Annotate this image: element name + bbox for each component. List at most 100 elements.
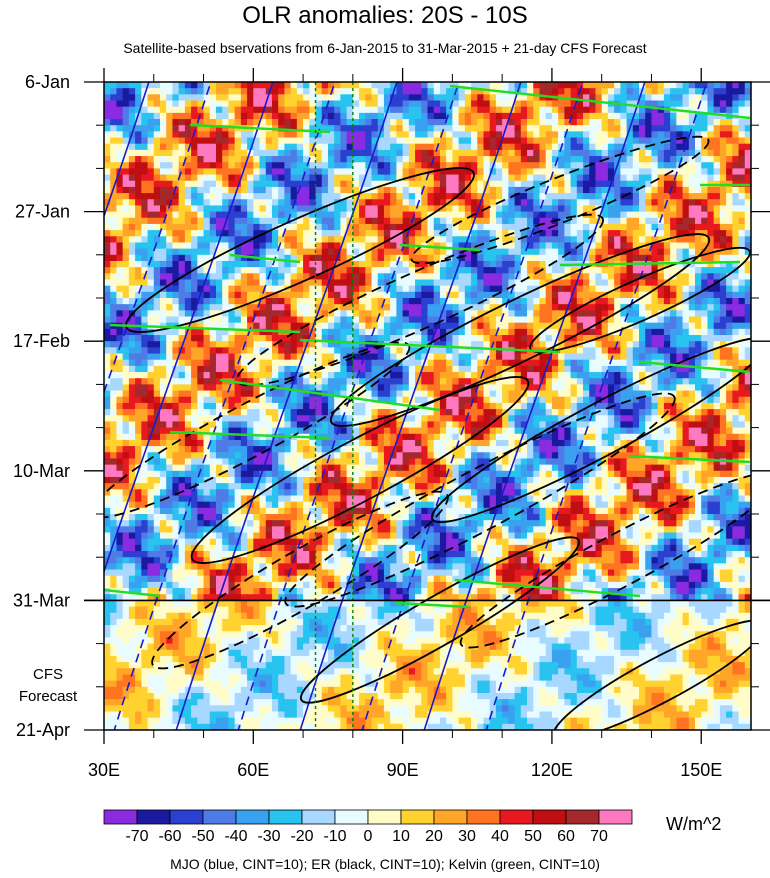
olr-cell (402, 316, 410, 324)
olr-cell (645, 186, 653, 194)
olr-cell (104, 211, 111, 219)
olr-cell (222, 174, 230, 182)
olr-cell (514, 137, 522, 145)
olr-cell (707, 304, 715, 311)
olr-cell (471, 254, 478, 262)
olr-cell (159, 242, 167, 250)
olr-cell (676, 335, 684, 342)
olr-cell (141, 285, 149, 293)
olr-cell (153, 199, 161, 207)
olr-cell (595, 137, 603, 145)
olr-cell (315, 106, 323, 114)
olr-cell (259, 279, 267, 287)
olr-cell (471, 310, 478, 318)
olr-cell (290, 267, 298, 274)
olr-cell (352, 298, 360, 305)
olr-cell (520, 106, 528, 114)
olr-cell (408, 291, 416, 299)
olr-cell (607, 119, 615, 126)
olr-cell (377, 88, 385, 95)
olr-cell (676, 168, 684, 176)
olr-cell (166, 199, 174, 207)
olr-cell (247, 112, 254, 120)
olr-cell (203, 199, 211, 207)
olr-cell (421, 236, 429, 244)
olr-cell (726, 149, 733, 157)
olr-cell (446, 94, 453, 102)
olr-cell (551, 211, 559, 219)
olr-cell (695, 217, 702, 225)
olr-cell (682, 341, 690, 348)
olr-cell (489, 193, 497, 200)
olr-cell (508, 310, 516, 318)
olr-cell (271, 106, 279, 114)
olr-cell (402, 285, 410, 293)
olr-cell (321, 260, 329, 268)
olr-cell (458, 230, 466, 237)
olr-cell (533, 162, 541, 169)
olr-cell (707, 341, 715, 348)
olr-cell (327, 254, 335, 262)
olr-cell (153, 112, 161, 120)
olr-cell (303, 100, 310, 108)
olr-cell (645, 254, 653, 262)
olr-cell (365, 119, 373, 126)
olr-cell (726, 359, 733, 367)
olr-cell (477, 211, 485, 219)
olr-cell (607, 106, 615, 114)
olr-cell (632, 236, 640, 244)
olr-cell (695, 328, 702, 336)
olr-cell (744, 359, 751, 367)
olr-cell (707, 291, 715, 299)
olr-cell (595, 291, 603, 299)
olr-cell (309, 211, 317, 219)
olr-cell (620, 162, 628, 169)
olr-cell (110, 230, 118, 237)
olr-cell (464, 260, 472, 268)
olr-cell (732, 143, 740, 151)
olr-cell (259, 359, 267, 367)
olr-cell (141, 162, 149, 169)
olr-cell (726, 131, 733, 139)
olr-cell (147, 347, 155, 355)
olr-cell (732, 328, 740, 336)
olr-cell (209, 82, 217, 89)
olr-cell (570, 328, 578, 336)
olr-cell (383, 174, 391, 182)
olr-cell (433, 310, 441, 318)
olr-cell (265, 193, 273, 200)
olr-cell (352, 100, 360, 108)
olr-cell (564, 137, 572, 145)
olr-cell (228, 372, 236, 379)
olr-cell (284, 248, 292, 256)
olr-cell (446, 119, 453, 126)
olr-cell (191, 273, 198, 281)
olr-cell (116, 137, 124, 145)
olr-cell (539, 335, 547, 342)
olr-cell (427, 180, 435, 188)
olr-cell (657, 273, 665, 281)
olr-cell (135, 353, 142, 361)
olr-cell (458, 137, 466, 145)
olr-cell (147, 205, 155, 213)
olr-cell (439, 248, 447, 256)
olr-cell (495, 94, 503, 102)
olr-cell (688, 304, 696, 311)
olr-cell (141, 106, 149, 114)
olr-cell (259, 353, 267, 361)
olr-cell (651, 347, 659, 355)
olr-cell (359, 285, 366, 293)
olr-cell (632, 149, 640, 157)
olr-cell (583, 273, 590, 281)
olr-cell (651, 353, 659, 361)
olr-cell (607, 328, 615, 336)
olr-cell (402, 298, 410, 305)
olr-cell (346, 347, 354, 355)
olr-cell (695, 211, 702, 219)
olr-cell (340, 125, 348, 132)
olr-cell (483, 112, 491, 120)
olr-cell (390, 211, 397, 219)
olr-cell (421, 273, 429, 281)
olr-cell (471, 205, 478, 213)
olr-cell (614, 273, 621, 281)
